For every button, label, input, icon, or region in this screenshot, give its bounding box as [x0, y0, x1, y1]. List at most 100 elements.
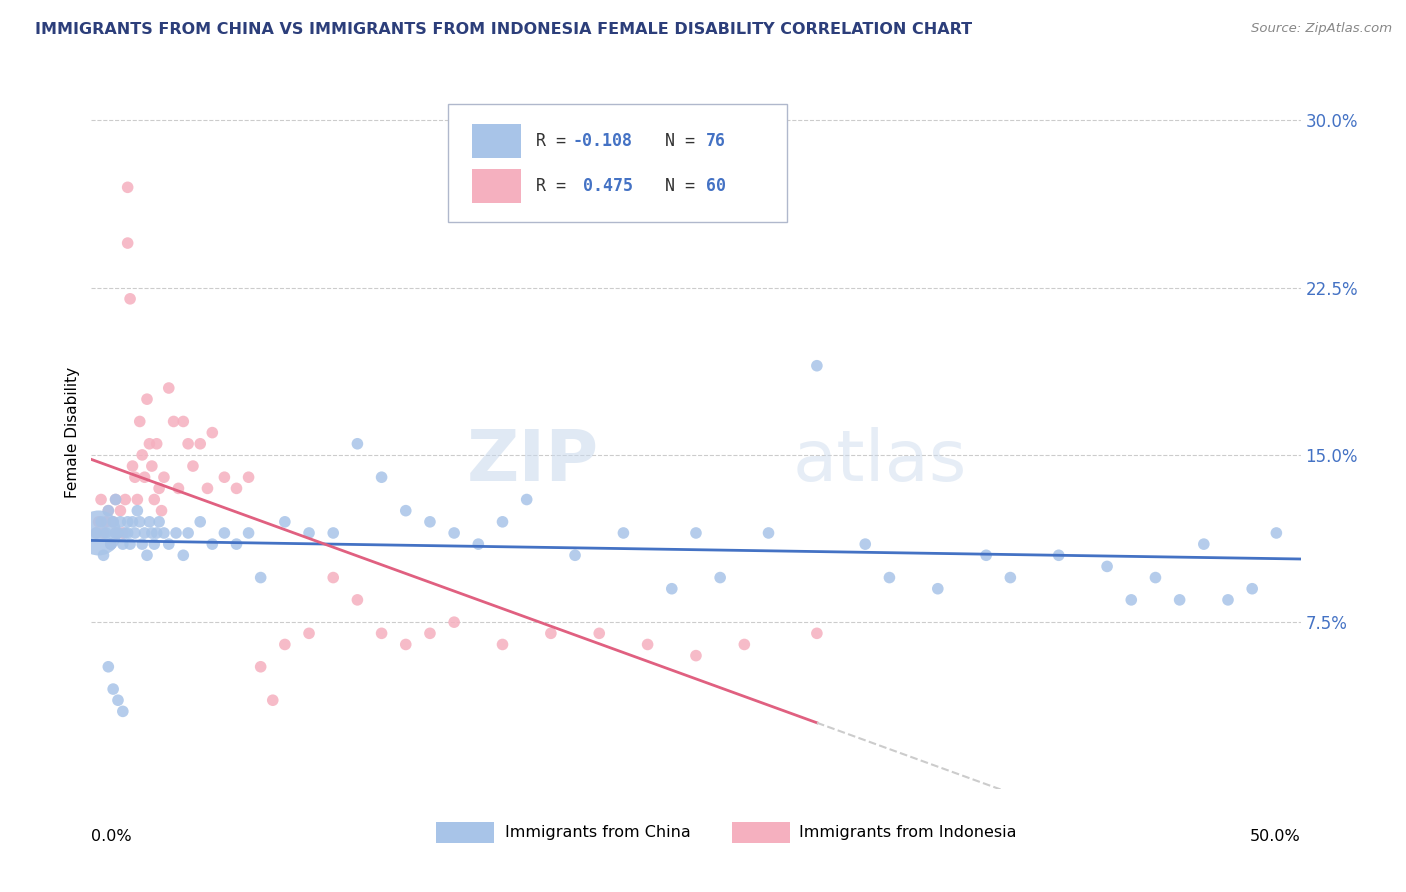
Text: 50.0%: 50.0%	[1250, 829, 1301, 844]
Point	[107, 526, 129, 541]
Point	[225, 482, 247, 496]
Point	[709, 571, 731, 585]
Point	[104, 492, 127, 507]
Point	[97, 660, 120, 674]
Point	[124, 526, 146, 541]
Point	[322, 571, 344, 585]
Point	[117, 180, 139, 194]
Point	[395, 637, 418, 651]
Point	[107, 526, 129, 541]
Point	[141, 526, 163, 541]
Point	[157, 381, 180, 395]
Point	[806, 359, 828, 373]
Point	[927, 582, 949, 596]
Point	[685, 526, 707, 541]
Point	[104, 526, 127, 541]
Point	[238, 470, 260, 484]
Point	[298, 626, 321, 640]
Point	[249, 660, 271, 674]
Point	[1216, 592, 1239, 607]
Point	[134, 526, 156, 541]
Point	[274, 637, 297, 651]
Point	[101, 681, 124, 696]
Point	[612, 526, 634, 541]
Point	[370, 470, 392, 484]
Point	[111, 526, 134, 541]
Point	[162, 414, 184, 428]
Point	[853, 537, 876, 551]
Point	[1168, 592, 1191, 607]
Point	[1144, 571, 1167, 585]
Point	[138, 437, 160, 451]
Point	[136, 392, 159, 407]
Point	[111, 537, 134, 551]
Point	[107, 693, 129, 707]
Point	[101, 515, 124, 529]
Point	[94, 515, 117, 529]
Point	[84, 526, 107, 541]
Point	[1192, 537, 1215, 551]
Point	[685, 648, 707, 663]
Point	[93, 526, 115, 541]
Point	[733, 637, 755, 651]
Point	[148, 515, 170, 529]
Point	[564, 548, 586, 563]
Point	[128, 515, 150, 529]
Point	[1095, 559, 1118, 574]
Point	[110, 515, 132, 529]
Text: 76: 76	[706, 132, 725, 150]
Point	[153, 526, 176, 541]
Point	[84, 526, 107, 541]
Point	[127, 492, 149, 507]
Point	[443, 615, 465, 630]
Point	[117, 526, 139, 541]
Text: R =: R =	[536, 132, 576, 150]
Point	[145, 526, 167, 541]
Point	[262, 693, 284, 707]
Bar	[733, 822, 790, 843]
Point	[172, 548, 194, 563]
Point	[1241, 582, 1264, 596]
Point	[114, 492, 136, 507]
Point	[143, 537, 166, 551]
Point	[491, 515, 513, 529]
Point	[121, 515, 143, 529]
Text: 0.475: 0.475	[572, 177, 633, 194]
Point	[661, 582, 683, 596]
Point	[516, 492, 538, 507]
Point	[145, 437, 167, 451]
Point	[150, 503, 173, 517]
Point	[97, 503, 120, 517]
Point	[124, 470, 146, 484]
Point	[637, 637, 659, 651]
Point	[87, 515, 110, 529]
Point	[249, 571, 271, 585]
Text: Immigrants from China: Immigrants from China	[505, 825, 690, 839]
Text: atlas: atlas	[793, 426, 967, 496]
Text: IMMIGRANTS FROM CHINA VS IMMIGRANTS FROM INDONESIA FEMALE DISABILITY CORRELATION: IMMIGRANTS FROM CHINA VS IMMIGRANTS FROM…	[35, 22, 973, 37]
Point	[274, 515, 297, 529]
Point	[225, 537, 247, 551]
Point	[370, 626, 392, 640]
Text: 60: 60	[706, 177, 725, 194]
Point	[104, 526, 127, 541]
Point	[214, 526, 236, 541]
Point	[201, 537, 224, 551]
Bar	[472, 169, 520, 202]
Point	[758, 526, 780, 541]
Point	[201, 425, 224, 440]
Point	[153, 470, 176, 484]
Point	[1265, 526, 1288, 541]
Point	[127, 503, 149, 517]
Point	[540, 626, 562, 640]
Point	[117, 515, 139, 529]
Text: Source: ZipAtlas.com: Source: ZipAtlas.com	[1251, 22, 1392, 36]
Point	[134, 470, 156, 484]
Point	[90, 515, 112, 529]
Point	[346, 437, 368, 451]
Point	[114, 526, 136, 541]
Point	[172, 414, 194, 428]
Point	[93, 548, 115, 563]
Point	[157, 537, 180, 551]
Point	[197, 482, 219, 496]
